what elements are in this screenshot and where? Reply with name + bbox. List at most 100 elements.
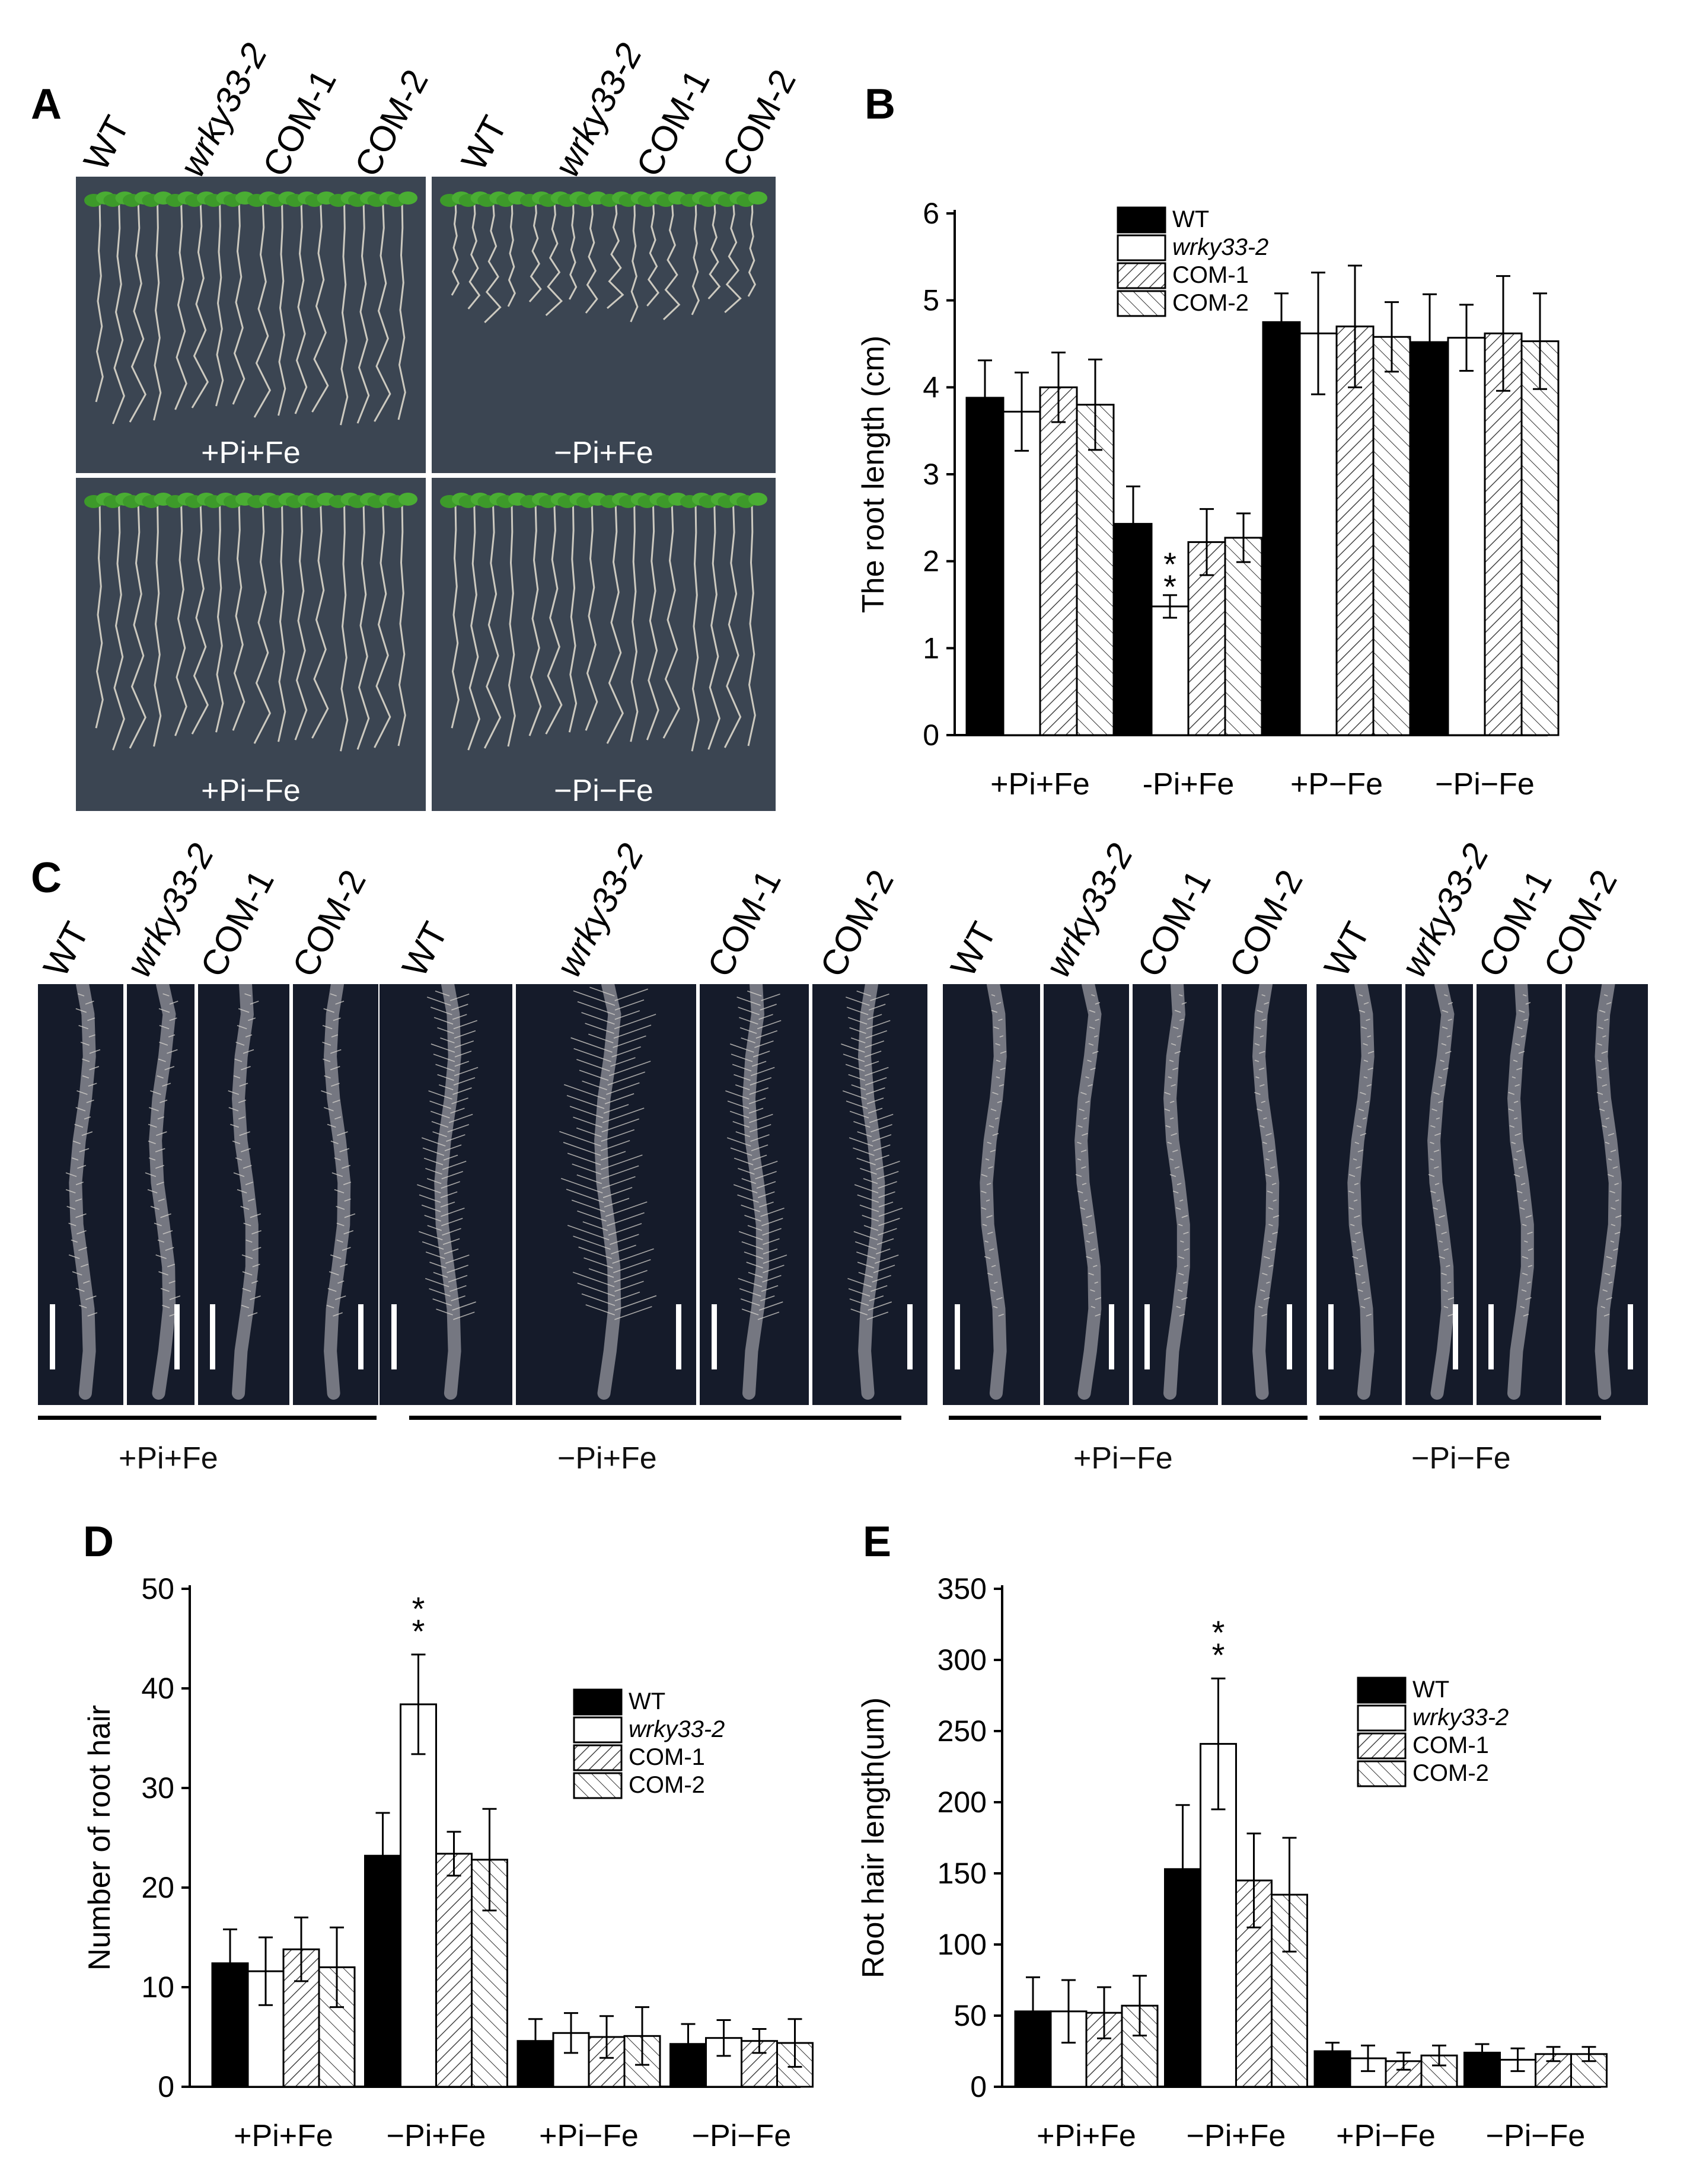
root-hair <box>1603 1314 1610 1317</box>
root-hair <box>741 1298 760 1306</box>
root-hair <box>238 1116 245 1120</box>
root-hair <box>157 1075 164 1079</box>
panel-c-genotype-label: COM-2 <box>812 863 901 984</box>
root-hair <box>1603 1100 1608 1103</box>
root-hair <box>729 1110 750 1119</box>
panel-a-label: A <box>31 81 62 128</box>
root-hair <box>1172 1190 1179 1194</box>
root-hair <box>577 1282 616 1297</box>
root-hair <box>426 1178 442 1184</box>
root-hair <box>1095 1002 1101 1005</box>
root-hair <box>991 1010 998 1013</box>
root-hair <box>614 1281 644 1292</box>
root-hair <box>1080 1150 1087 1152</box>
root-hair <box>326 1304 334 1308</box>
root-hair <box>242 1271 253 1276</box>
root <box>568 200 578 300</box>
root-hair <box>1259 1035 1264 1037</box>
root-hair <box>566 1095 605 1109</box>
root <box>311 501 329 739</box>
root-hair <box>847 1017 868 1025</box>
root-hair <box>1527 1281 1531 1284</box>
root-hair <box>440 1201 455 1208</box>
legend-label: COM-1 <box>1172 262 1249 288</box>
y-tick-label: 100 <box>938 1928 987 1961</box>
root-hair <box>1597 1043 1602 1046</box>
chart-e-root-hair-length: 0 50 100 150 200 250 300 350 Root hair length(um… <box>856 1572 1608 2153</box>
root-hair <box>984 1256 991 1259</box>
root <box>528 200 542 302</box>
root-hair <box>752 1154 767 1161</box>
root-hair <box>251 1230 262 1235</box>
root-hair <box>1367 1067 1373 1071</box>
root-hair <box>736 997 761 1006</box>
root-hair <box>1364 1100 1370 1103</box>
root-hair <box>866 1097 884 1104</box>
legend-swatch <box>1357 1732 1407 1760</box>
root-hair <box>878 1218 900 1227</box>
root-hair <box>1602 1289 1608 1292</box>
root-hair <box>1597 1026 1604 1030</box>
bar <box>471 1859 508 2088</box>
root-shaft <box>1595 984 1622 1400</box>
root-hair <box>1608 1281 1613 1284</box>
root-hair <box>239 1131 250 1136</box>
bar <box>1150 605 1190 736</box>
root-hair <box>741 1241 764 1250</box>
root-hair <box>866 1020 891 1030</box>
root-drawing <box>559 984 657 1400</box>
root-hair <box>1522 1224 1527 1227</box>
root-hair <box>1430 1190 1436 1194</box>
root-hair <box>1523 1314 1529 1317</box>
root-drawing <box>1427 984 1455 1400</box>
root-hair <box>1089 1010 1096 1013</box>
root-hair <box>327 1288 337 1292</box>
root-hair <box>1360 1305 1366 1308</box>
x-tick-label: +P−Fe <box>1290 767 1383 802</box>
root-hair <box>1366 1084 1372 1087</box>
root-hair <box>1258 1067 1265 1071</box>
root <box>507 200 516 307</box>
root-hair <box>322 1024 333 1030</box>
root-hair <box>856 1157 876 1166</box>
root-hair <box>763 1248 778 1254</box>
root-hair <box>739 1288 761 1297</box>
root-hair <box>856 990 871 997</box>
root-hair <box>330 1049 342 1054</box>
root-hair <box>87 1312 98 1317</box>
root <box>356 501 370 750</box>
root-hair <box>872 1134 892 1142</box>
root-hair <box>1093 1265 1098 1267</box>
root-hair <box>1271 1183 1277 1186</box>
root-hair <box>451 1004 468 1011</box>
panel-d-label: D <box>83 1518 114 1566</box>
root-hair <box>579 1069 609 1081</box>
root-hair <box>1445 1051 1452 1054</box>
root-hair <box>241 1304 250 1308</box>
root-hair-image <box>1565 984 1651 1405</box>
root-hair <box>1363 1002 1369 1005</box>
root-hair <box>875 1154 889 1161</box>
root-hair <box>993 1305 998 1308</box>
root-hair <box>1089 1026 1095 1030</box>
root-hair <box>744 1215 761 1222</box>
root-hair <box>739 1017 758 1025</box>
root <box>691 200 700 315</box>
x-tick-label: −Pi+Fe <box>1187 2119 1286 2153</box>
root-hair <box>863 1225 879 1231</box>
root <box>253 200 272 418</box>
root-hair <box>435 1064 455 1072</box>
root-hair <box>1081 1166 1086 1169</box>
root-hair <box>78 1247 87 1251</box>
root-hair <box>573 1235 611 1250</box>
root-hair <box>1354 1272 1361 1276</box>
root-hair <box>88 1034 95 1037</box>
root-hair <box>868 1107 883 1114</box>
root <box>507 501 516 747</box>
root-hair <box>763 1254 787 1264</box>
condition-label: −Pi+Fe <box>554 436 653 470</box>
root-hair <box>1522 1272 1528 1276</box>
root-hair <box>79 1304 87 1308</box>
y-tick-label: 300 <box>938 1643 987 1677</box>
scale-bar <box>358 1304 363 1369</box>
